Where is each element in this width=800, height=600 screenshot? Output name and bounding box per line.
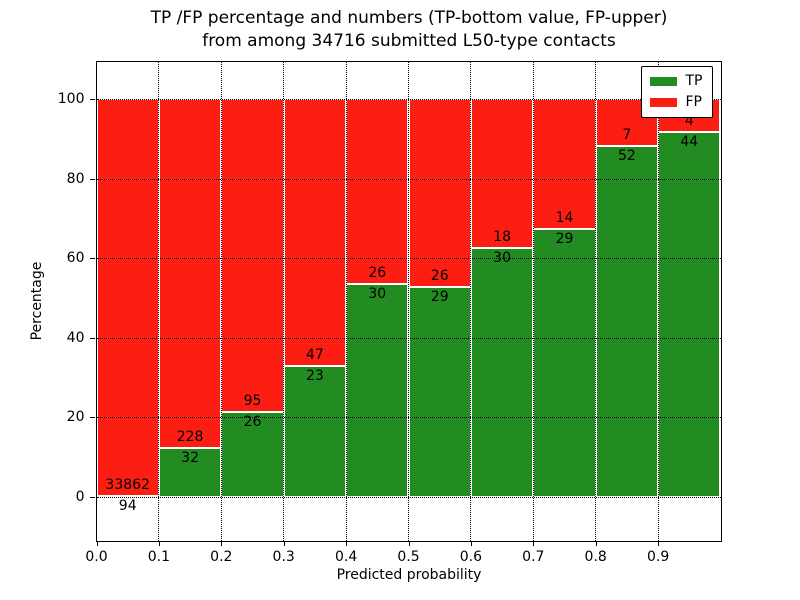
y-tick-mark (90, 98, 95, 100)
legend-label-tp: TP (685, 73, 703, 89)
fp-count-label: 95 (243, 392, 262, 409)
tp-count-label: 30 (493, 250, 511, 267)
vertical-gridline (158, 61, 160, 541)
y-tick-label: 80 (66, 170, 85, 187)
tp-count-label: 32 (181, 450, 199, 467)
tp-count-label: 26 (243, 413, 262, 430)
x-tick-mark (283, 540, 285, 546)
y-tick-label: 40 (66, 329, 85, 346)
fp-bar-segment (221, 98, 284, 412)
x-tick-label: 0.0 (85, 548, 108, 565)
vertical-gridline (532, 61, 534, 541)
vertical-gridline (408, 61, 409, 541)
x-tick-label: 0.2 (210, 548, 233, 565)
fp-count-label: 7 (622, 127, 632, 144)
chart-title: TP /FP percentage and numbers (TP-bottom… (97, 7, 721, 53)
legend-label-fp: FP (685, 94, 703, 110)
y-tick-label: 0 (75, 489, 85, 506)
tp-count-label: 29 (555, 230, 574, 247)
horizontal-gridline (96, 98, 721, 100)
legend: TP FP (640, 65, 713, 118)
vertical-gridline (220, 61, 222, 541)
fp-bar-segment (346, 98, 409, 284)
fp-bar-segment (283, 98, 347, 367)
legend-entry-tp: TP (649, 71, 703, 92)
tp-count-label: 29 (430, 289, 449, 306)
fp-count-label: 26 (368, 264, 387, 281)
tp-bar-segment (595, 146, 659, 498)
x-tick-label: 0.6 (459, 548, 483, 565)
y-tick-mark (90, 497, 95, 499)
x-tick-mark (408, 540, 410, 546)
x-tick-label: 0.1 (147, 548, 171, 565)
x-tick-label: 0.9 (646, 548, 670, 565)
legend-swatch-tp (649, 76, 677, 86)
x-axis-label: Predicted probability (336, 567, 482, 583)
x-tick-label: 0.4 (334, 548, 358, 565)
x-tick-mark (221, 540, 223, 546)
x-tick-mark (346, 540, 348, 546)
tp-bar-segment (408, 287, 471, 498)
y-tick-mark (90, 258, 95, 260)
fp-bar-segment (470, 98, 534, 249)
fp-bar-segment (96, 98, 159, 496)
fp-count-label: 26 (430, 268, 449, 285)
x-tick-label: 0.8 (584, 548, 607, 565)
vertical-gridline (595, 61, 597, 541)
y-tick-label: 100 (57, 90, 85, 107)
horizontal-gridline (96, 337, 721, 339)
horizontal-gridline (96, 178, 721, 180)
vertical-gridline (283, 61, 285, 541)
x-tick-mark (96, 540, 98, 546)
y-tick-label: 60 (66, 250, 85, 267)
tp-bar-segment (283, 366, 347, 498)
x-tick-mark (470, 540, 472, 546)
tp-bar-segment (158, 448, 222, 498)
fp-count-label: 47 (305, 347, 324, 364)
tp-bar-segment (470, 248, 534, 498)
horizontal-gridline (96, 497, 721, 499)
tp-bar-segment (533, 228, 596, 498)
tp-count-label: 23 (305, 368, 324, 385)
x-tick-mark (658, 540, 660, 546)
fp-count-label: 14 (555, 209, 574, 226)
vertical-gridline (470, 61, 472, 541)
y-tick-mark (90, 417, 95, 419)
fp-count-label: 4 (684, 113, 694, 130)
fp-bar-segment (533, 98, 596, 229)
fp-count-label: 18 (493, 229, 511, 246)
vertical-gridline (657, 61, 659, 541)
y-axis-label: Percentage (29, 261, 45, 341)
x-tick-label: 0.3 (272, 548, 295, 565)
x-tick-mark (158, 540, 160, 546)
x-tick-label: 0.7 (522, 548, 545, 565)
horizontal-gridline (96, 417, 721, 419)
tp-count-label: 52 (617, 148, 636, 165)
tp-count-label: 30 (368, 285, 387, 302)
tp-bar-segment (221, 411, 284, 498)
tp-bar-segment (346, 283, 409, 498)
tp-count-label: 44 (680, 134, 699, 151)
y-tick-mark (90, 178, 95, 180)
y-tick-label: 20 (66, 409, 85, 426)
fp-count-label: 33862 (105, 477, 150, 493)
x-tick-mark (595, 540, 597, 546)
x-tick-mark (533, 540, 535, 546)
x-tick-label: 0.5 (397, 548, 420, 565)
y-tick-mark (90, 337, 95, 339)
fp-bar-segment (158, 98, 222, 449)
vertical-gridline (345, 61, 347, 541)
tp-bar-segment (658, 132, 721, 498)
chart-title-line1: TP /FP percentage and numbers (TP-bottom… (150, 8, 668, 28)
legend-swatch-fp (649, 97, 677, 107)
legend-entry-fp: FP (649, 92, 703, 113)
fp-count-label: 228 (176, 429, 204, 446)
plot-area: TP FP 33862 94 228 32 95 26 47 23 26 30 26 29 18 30 14… (58, 60, 722, 565)
chart-title-line2: from among 34716 submitted L50-type cont… (202, 31, 616, 51)
horizontal-gridline (96, 258, 721, 260)
tp-count-label: 94 (118, 497, 137, 514)
